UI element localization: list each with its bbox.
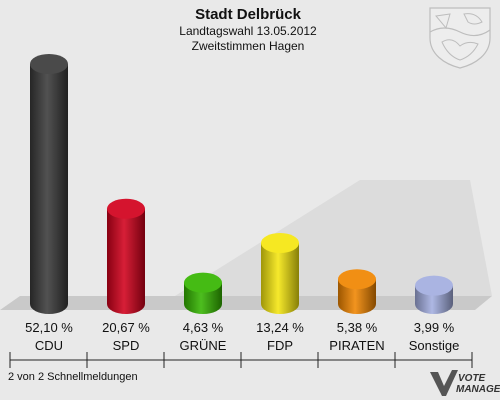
brand-line-vote: VOTE: [458, 373, 486, 384]
bars-group: [30, 54, 453, 314]
category-label: FDP: [267, 338, 293, 353]
category-label: GRÜNE: [180, 338, 227, 353]
bar-body: [30, 64, 68, 314]
chart-floor-light: [175, 180, 492, 296]
bar-body: [107, 208, 145, 314]
category-label: CDU: [35, 338, 63, 353]
bar-fdp: [261, 233, 299, 314]
bar-grüne: [184, 272, 222, 314]
nrw-coat-of-arms-icon: [429, 7, 491, 69]
value-label: 52,10 %: [25, 320, 73, 335]
value-labels-group: 52,10 % 20,67 % 4,63 % 13,24 % 5,38 % 3,99 %: [25, 320, 455, 335]
value-label: 13,24 %: [256, 320, 304, 335]
footer-status-text: 2 von 2 Schnellmeldungen: [8, 371, 138, 383]
chart-subtitle-date: Landtagswahl 13.05.2012: [179, 24, 317, 38]
bar-top: [30, 54, 68, 74]
value-label: 3,99 %: [414, 320, 455, 335]
category-label: PIRATEN: [329, 338, 384, 353]
bar-top: [107, 198, 145, 219]
bar-body: [338, 279, 376, 314]
vote-manager-logo-icon: [430, 370, 458, 396]
bar-top: [338, 269, 376, 290]
bar-spd: [107, 198, 145, 314]
bar-cdu: [30, 54, 68, 314]
category-label: Sonstige: [409, 338, 460, 353]
chart-subtitle-district: Zweitstimmen Hagen: [192, 39, 305, 53]
category-label: SPD: [113, 338, 140, 353]
bar-sonstige: [415, 275, 453, 314]
value-label: 20,67 %: [102, 320, 150, 335]
bar-top: [261, 233, 299, 254]
bar-piraten: [338, 269, 376, 314]
value-label: 5,38 %: [337, 320, 378, 335]
category-labels-group: CDU SPD GRÜNE FDP PIRATEN Sonstige: [35, 338, 459, 353]
bar-top: [184, 272, 222, 293]
category-axis-ticks: [9, 352, 473, 368]
value-label: 4,63 %: [183, 320, 224, 335]
brand-line-manager: MANAGER: [456, 384, 500, 395]
bar-top: [415, 275, 453, 296]
bar-body: [261, 243, 299, 314]
chart-title: Stadt Delbrück: [195, 6, 302, 23]
